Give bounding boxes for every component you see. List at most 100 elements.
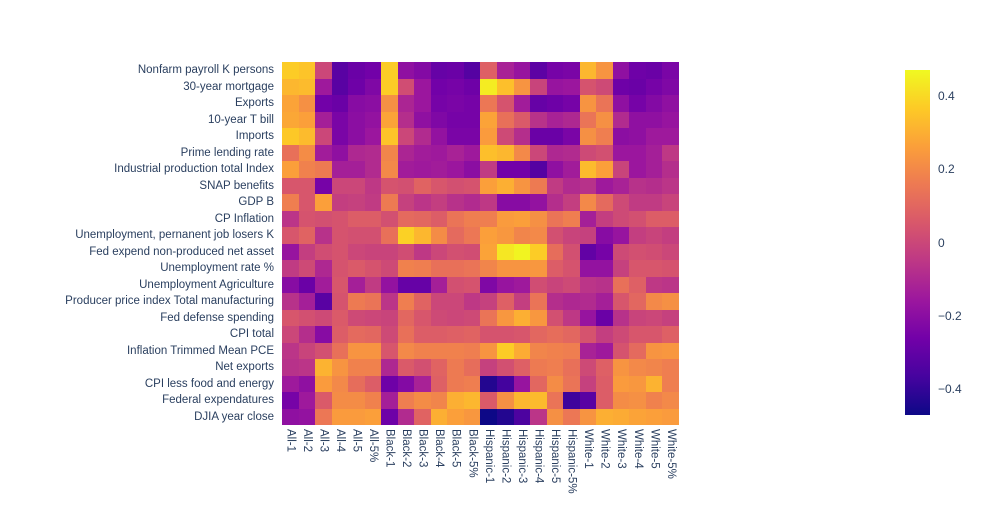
heatmap-cell[interactable] (662, 227, 679, 244)
heatmap-cell[interactable] (414, 210, 431, 227)
heatmap-cell[interactable] (596, 177, 613, 194)
heatmap-cell[interactable] (447, 392, 464, 409)
heatmap-cell[interactable] (662, 359, 679, 376)
heatmap-cell[interactable] (348, 62, 365, 79)
heatmap-cell[interactable] (331, 227, 349, 244)
heatmap-cell[interactable] (480, 375, 498, 392)
heatmap-cell[interactable] (414, 95, 431, 112)
heatmap-cell[interactable] (315, 227, 332, 244)
heatmap-cell[interactable] (364, 392, 382, 409)
heatmap-cell[interactable] (282, 144, 299, 161)
heatmap-cell[interactable] (298, 161, 316, 178)
heatmap-cell[interactable] (397, 128, 415, 145)
heatmap-cell[interactable] (662, 243, 679, 260)
heatmap-cell[interactable] (645, 359, 663, 376)
heatmap-cell[interactable] (430, 408, 448, 425)
heatmap-cell[interactable] (645, 293, 663, 310)
heatmap-cell[interactable] (315, 276, 332, 293)
heatmap-cell[interactable] (414, 276, 431, 293)
heatmap-cell[interactable] (463, 359, 481, 376)
heatmap-cell[interactable] (497, 293, 514, 310)
heatmap-cell[interactable] (546, 260, 564, 277)
heatmap-cell[interactable] (612, 210, 630, 227)
heatmap-cell[interactable] (430, 342, 448, 359)
heatmap-cell[interactable] (530, 342, 547, 359)
heatmap-cell[interactable] (463, 194, 481, 211)
heatmap-cell[interactable] (579, 342, 597, 359)
heatmap-cell[interactable] (596, 243, 613, 260)
heatmap-cell[interactable] (645, 161, 663, 178)
heatmap-cell[interactable] (579, 375, 597, 392)
heatmap-cell[interactable] (629, 408, 646, 425)
heatmap-cell[interactable] (414, 375, 431, 392)
heatmap-cell[interactable] (662, 326, 679, 343)
heatmap-cell[interactable] (331, 359, 349, 376)
heatmap-cell[interactable] (298, 62, 316, 79)
heatmap-cell[interactable] (348, 144, 365, 161)
heatmap-cell[interactable] (645, 210, 663, 227)
heatmap-cell[interactable] (397, 111, 415, 128)
heatmap-cell[interactable] (364, 293, 382, 310)
heatmap-cell[interactable] (563, 177, 580, 194)
heatmap-cell[interactable] (430, 62, 448, 79)
heatmap-cell[interactable] (315, 210, 332, 227)
heatmap-cell[interactable] (563, 359, 580, 376)
heatmap-cell[interactable] (596, 359, 613, 376)
heatmap-cell[interactable] (381, 260, 398, 277)
heatmap-cell[interactable] (645, 408, 663, 425)
heatmap-cell[interactable] (530, 408, 547, 425)
heatmap-cell[interactable] (298, 276, 316, 293)
heatmap-cell[interactable] (546, 408, 564, 425)
heatmap-cell[interactable] (563, 326, 580, 343)
heatmap-cell[interactable] (513, 62, 531, 79)
heatmap-cell[interactable] (546, 293, 564, 310)
heatmap-cell[interactable] (364, 177, 382, 194)
heatmap-cell[interactable] (645, 392, 663, 409)
heatmap-cell[interactable] (480, 194, 498, 211)
heatmap-cell[interactable] (397, 309, 415, 326)
heatmap-cell[interactable] (645, 194, 663, 211)
heatmap-cell[interactable] (414, 227, 431, 244)
heatmap-cell[interactable] (513, 342, 531, 359)
heatmap-cell[interactable] (480, 293, 498, 310)
heatmap-cell[interactable] (497, 227, 514, 244)
heatmap-cell[interactable] (348, 227, 365, 244)
heatmap-cell[interactable] (298, 342, 316, 359)
heatmap-cell[interactable] (645, 128, 663, 145)
heatmap-cell[interactable] (430, 293, 448, 310)
heatmap-cell[interactable] (612, 128, 630, 145)
heatmap-cell[interactable] (397, 194, 415, 211)
heatmap-cell[interactable] (364, 95, 382, 112)
heatmap-cell[interactable] (463, 78, 481, 95)
heatmap-cell[interactable] (662, 342, 679, 359)
heatmap-cell[interactable] (612, 62, 630, 79)
heatmap-cell[interactable] (315, 177, 332, 194)
heatmap-cell[interactable] (629, 326, 646, 343)
heatmap-cell[interactable] (497, 392, 514, 409)
heatmap-cell[interactable] (645, 177, 663, 194)
heatmap-cell[interactable] (480, 260, 498, 277)
heatmap-cell[interactable] (430, 111, 448, 128)
heatmap-cell[interactable] (282, 194, 299, 211)
heatmap-cell[interactable] (430, 392, 448, 409)
heatmap-cell[interactable] (480, 177, 498, 194)
heatmap-cell[interactable] (546, 375, 564, 392)
heatmap-cell[interactable] (530, 62, 547, 79)
heatmap-cell[interactable] (282, 342, 299, 359)
heatmap-cell[interactable] (579, 78, 597, 95)
heatmap-cell[interactable] (397, 227, 415, 244)
heatmap-cell[interactable] (414, 359, 431, 376)
heatmap-cell[interactable] (662, 144, 679, 161)
heatmap-cell[interactable] (430, 95, 448, 112)
heatmap-cell[interactable] (397, 243, 415, 260)
heatmap-cell[interactable] (348, 210, 365, 227)
heatmap-cell[interactable] (612, 161, 630, 178)
heatmap-cell[interactable] (530, 243, 547, 260)
heatmap-cell[interactable] (348, 243, 365, 260)
heatmap-cell[interactable] (497, 144, 514, 161)
heatmap-cell[interactable] (612, 111, 630, 128)
heatmap-cell[interactable] (348, 128, 365, 145)
heatmap-cell[interactable] (414, 392, 431, 409)
heatmap-cell[interactable] (463, 342, 481, 359)
heatmap-cell[interactable] (563, 227, 580, 244)
